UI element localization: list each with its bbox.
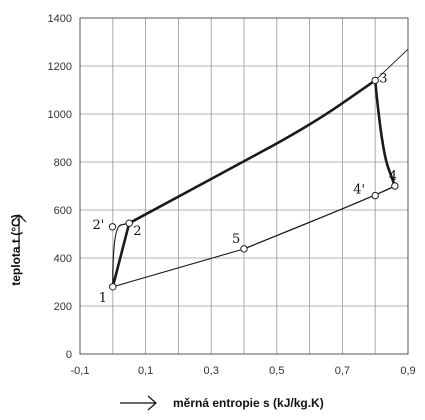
cycle-curve	[111, 221, 131, 289]
y-tick-label: 600	[54, 205, 72, 217]
y-tick-label: 1400	[48, 13, 72, 25]
x-tick-label: 0,5	[269, 365, 284, 377]
y-axis-arrow-icon	[11, 214, 27, 250]
x-tick-label: 0,9	[400, 365, 415, 377]
state-point-label: 2	[133, 224, 141, 239]
y-axis-label: teplota t (°C)	[9, 214, 23, 285]
plot-frame	[79, 17, 409, 355]
x-axis-label: měrná entropie s (kJ/kg.K)	[173, 396, 324, 410]
cycle-curve	[243, 185, 396, 250]
state-point-label: 3	[379, 71, 387, 86]
x-tick-label: 0,1	[138, 365, 153, 377]
state-point-marker	[108, 223, 117, 231]
cycle-curve	[374, 48, 409, 81]
state-point-marker	[371, 76, 379, 85]
state-point-label: 4	[389, 169, 397, 184]
cycle-curve	[373, 79, 397, 188]
y-tick-label: 0	[66, 349, 72, 361]
state-point-label: 5	[232, 232, 240, 247]
state-point-marker	[125, 219, 133, 227]
x-tick-label: 0,3	[204, 365, 219, 377]
y-tick-label: 400	[54, 253, 72, 265]
cycle-curve	[112, 222, 130, 288]
state-point-label: 1	[99, 291, 107, 306]
y-tick-label: 1200	[48, 61, 72, 73]
y-tick-label: 200	[54, 301, 72, 313]
x-axis-arrow-icon	[120, 395, 157, 411]
state-point-label: 4'	[353, 183, 365, 198]
state-point-marker	[240, 245, 248, 253]
state-point-marker	[391, 182, 399, 190]
state-point-label: 2'	[92, 218, 104, 233]
x-tick-label: 0,7	[335, 365, 350, 377]
cycle-curve	[112, 248, 245, 288]
cycle-curve	[127, 79, 377, 225]
y-tick-label: 800	[54, 157, 72, 169]
y-tick-label: 1000	[48, 109, 72, 121]
x-tick-label: -0,1	[71, 365, 90, 377]
state-point-marker	[371, 191, 379, 200]
state-point-marker	[109, 283, 117, 291]
